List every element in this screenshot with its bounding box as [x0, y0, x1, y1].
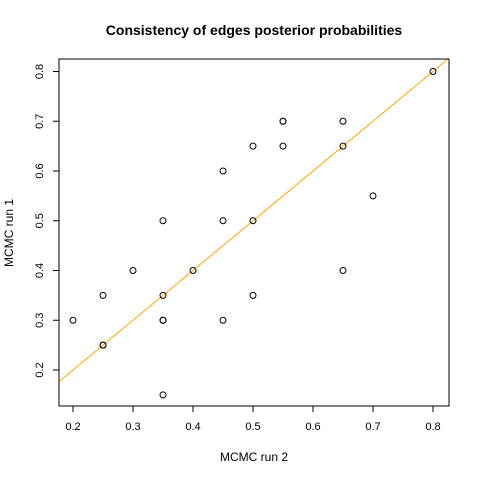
data-point: [249, 217, 257, 225]
y-tick-label: 0.5: [34, 213, 46, 228]
data-point: [369, 192, 377, 200]
y-tick-label: 0.8: [34, 64, 46, 79]
reference-line: [59, 59, 449, 383]
data-point: [219, 167, 227, 175]
y-tick-label: 0.2: [34, 362, 46, 377]
x-tick-label: 0.8: [425, 421, 440, 433]
data-point: [339, 142, 347, 150]
x-tick-label: 0.3: [125, 421, 140, 433]
data-point: [429, 68, 437, 75]
chart-title: Consistency of edges posterior probabili…: [106, 22, 403, 38]
y-tick-label: 0.7: [34, 114, 46, 129]
data-point: [69, 316, 77, 324]
y-axis: 0.2 0.3 0.4 0.5 0.6 0.7 0.8: [34, 64, 59, 378]
x-axis-label: MCMC run 2: [220, 450, 288, 464]
y-axis-label: MCMC run 1: [2, 199, 16, 267]
data-point: [219, 316, 227, 324]
x-tick-label: 0.7: [365, 421, 380, 433]
data-point: [339, 267, 347, 274]
x-tick-label: 0.2: [65, 421, 80, 433]
plot-area: [58, 58, 450, 407]
data-point: [99, 341, 107, 349]
y-tick-label: 0.4: [34, 263, 46, 278]
data-point: [159, 391, 167, 399]
data-point: [279, 142, 287, 150]
data-point: [159, 291, 167, 299]
data-point: [249, 142, 257, 150]
data-point: [279, 117, 287, 125]
data-point: [159, 217, 167, 225]
x-axis: 0.2 0.3 0.4 0.5 0.6 0.7 0.8: [65, 406, 441, 433]
x-tick-label: 0.6: [305, 421, 320, 433]
x-tick-label: 0.5: [245, 421, 260, 433]
data-point: [159, 316, 167, 324]
data-point: [99, 291, 107, 299]
y-tick-label: 0.6: [34, 163, 46, 178]
data-point: [339, 117, 347, 125]
data-point: [249, 291, 257, 299]
data-point: [129, 267, 137, 274]
x-tick-label: 0.4: [185, 421, 200, 433]
y-tick-label: 0.3: [34, 313, 46, 328]
data-point: [219, 217, 227, 225]
plot-frame: [58, 58, 450, 407]
data-point: [189, 267, 197, 274]
